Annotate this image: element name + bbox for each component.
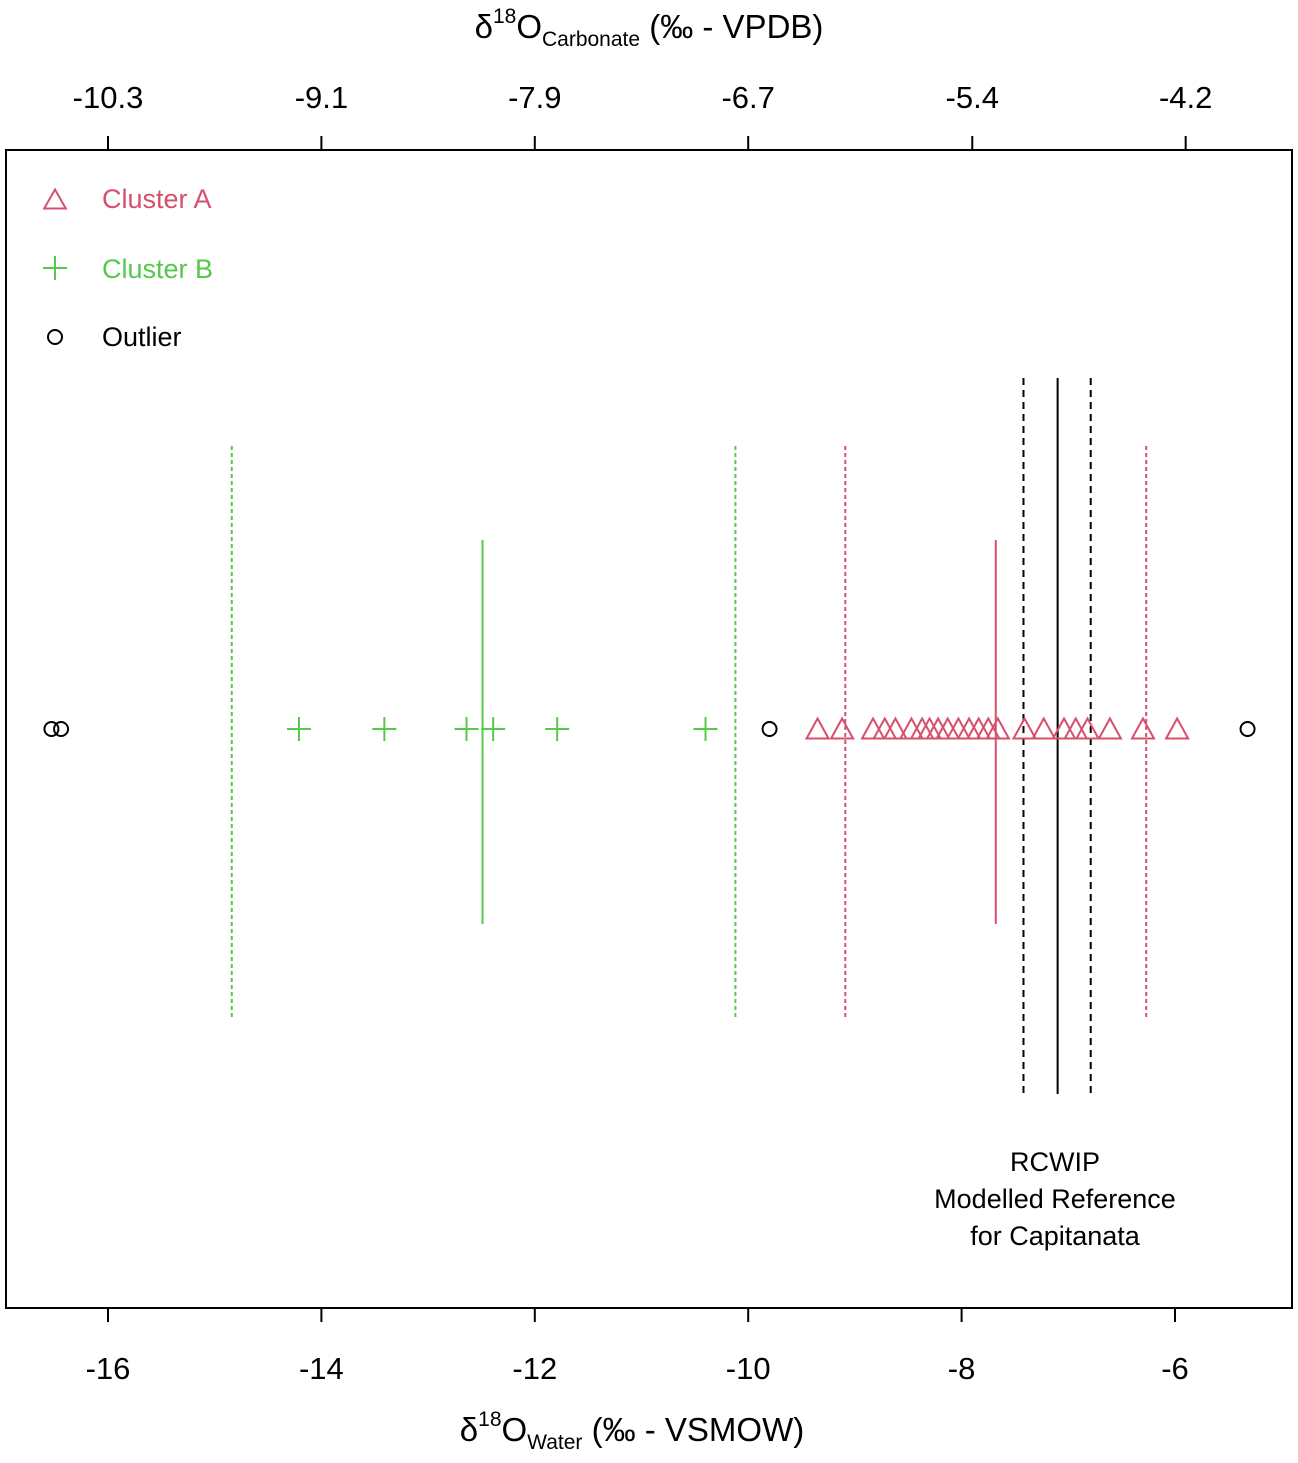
cluster-a-point — [1074, 716, 1101, 740]
top-axis-title-base: O — [516, 8, 542, 45]
plot-area-frame — [5, 149, 1293, 1309]
top-axis-title-unit: (‰ - VPDB) — [640, 8, 823, 45]
reference-lines — [1022, 378, 1092, 1094]
legend-label-cluster-a: Cluster A — [102, 184, 212, 214]
bottom-axis-tick-label: -6 — [1161, 1351, 1189, 1386]
cluster-a-point — [882, 716, 909, 740]
top-axis-title-sup: 18 — [493, 5, 516, 28]
outlier-point — [761, 721, 778, 737]
data-points — [43, 716, 1256, 741]
reference-annotation: RCWIP Modelled Reference for Capitanata — [934, 1147, 1176, 1251]
top-axis-tick-label: -7.9 — [508, 80, 561, 115]
bottom-axis-title-base: O — [502, 1411, 528, 1448]
legend-item-cluster-a: Cluster A — [42, 184, 212, 214]
legend-marker-triangle — [42, 187, 68, 210]
cluster-b-point — [286, 717, 311, 741]
cluster-b-point — [545, 717, 570, 741]
bottom-axis-tick-label: -16 — [86, 1351, 131, 1386]
legend-item-cluster-b: Cluster B — [43, 254, 213, 284]
bottom-axis-title-symbol: δ — [460, 1411, 478, 1448]
legend-item-outlier: Outlier — [47, 322, 182, 352]
top-axis-tick-label: -9.1 — [295, 80, 348, 115]
outlier-point — [43, 721, 60, 737]
top-axis-tick-label: -6.7 — [721, 80, 774, 115]
legend: Cluster A Cluster B Outlier — [42, 184, 213, 352]
legend-label-outlier: Outlier — [102, 322, 182, 352]
annotation-line-1: RCWIP — [1010, 1147, 1100, 1177]
top-axis-title: δ18OCarbonate (‰ - VPDB) — [475, 5, 824, 51]
bottom-axis-tick-label: -8 — [948, 1351, 976, 1386]
annotation-line-2: Modelled Reference — [934, 1184, 1176, 1214]
legend-marker-plus — [43, 256, 67, 280]
bottom-axis-tick-label: -14 — [299, 1351, 344, 1386]
top-axis-tick-label: -5.4 — [946, 80, 999, 115]
cluster-b-point — [481, 717, 506, 741]
legend-label-cluster-b: Cluster B — [102, 254, 213, 284]
top-axis-tick-label: -4.2 — [1159, 80, 1212, 115]
outlier-point — [53, 721, 70, 737]
cluster-b-point — [372, 717, 397, 741]
cluster-a-point — [985, 716, 1011, 740]
cluster-a-point — [1097, 716, 1123, 740]
cluster-a-point — [1011, 716, 1038, 740]
top-axis-tick-label: -10.3 — [73, 80, 144, 115]
cluster-b-point — [693, 717, 718, 741]
top-axis-title-sub: Carbonate — [542, 28, 640, 51]
cluster-lines — [230, 446, 1148, 1020]
cluster-a-point — [1130, 716, 1156, 740]
bottom-axis-title: δ18OWater (‰ - VSMOW) — [460, 1408, 804, 1454]
legend-marker-circle — [47, 329, 63, 345]
cluster-a-point — [1031, 716, 1057, 740]
outlier-point — [1239, 721, 1256, 737]
top-axis-title-symbol: δ — [475, 8, 493, 45]
cluster-a-point — [804, 716, 831, 740]
bottom-axis: -16 -14 -12 -10 -8 -6 — [86, 1308, 1189, 1386]
top-axis: -10.3 -9.1 -7.9 -6.7 -5.4 -4.2 — [73, 80, 1212, 150]
bottom-axis-tick-label: -12 — [512, 1351, 557, 1386]
annotation-line-3: for Capitanata — [970, 1221, 1141, 1251]
bottom-axis-tick-label: -10 — [726, 1351, 771, 1386]
cluster-b-point — [454, 717, 479, 741]
bottom-axis-title-unit: (‰ - VSMOW) — [582, 1411, 804, 1448]
bottom-axis-title-sup: 18 — [478, 1408, 501, 1431]
bottom-axis-title-sub: Water — [527, 1431, 582, 1454]
cluster-a-point — [829, 716, 855, 740]
cluster-a-point — [1164, 716, 1190, 740]
